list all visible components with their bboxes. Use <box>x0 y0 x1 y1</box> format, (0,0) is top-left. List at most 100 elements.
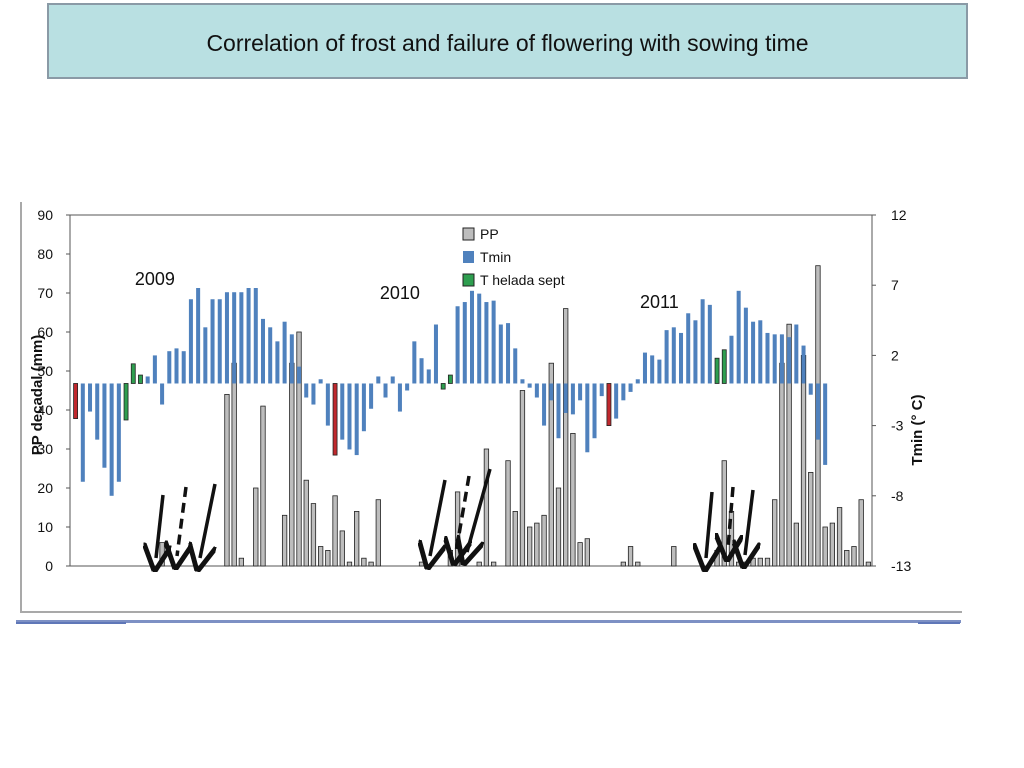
pp-bar <box>303 479 309 567</box>
tmin-bar <box>145 376 150 384</box>
tmin-bar <box>484 302 489 384</box>
pp-bar <box>577 542 583 567</box>
pp-bar <box>361 557 367 567</box>
left-tick-label: 40 <box>37 402 53 418</box>
pp-bar <box>375 499 381 567</box>
footer-accent-left <box>16 622 126 624</box>
pp-series <box>159 265 872 567</box>
pp-bar <box>620 561 626 567</box>
sowing-arrow <box>177 486 186 556</box>
tmin-bar <box>578 383 583 401</box>
tmin-bar <box>289 334 294 384</box>
helada-bar <box>714 357 720 384</box>
tmin-bar <box>109 383 114 496</box>
left-tick-label: 50 <box>37 363 53 379</box>
frost-bar <box>73 383 79 419</box>
pp-bar <box>764 557 771 567</box>
right-axis: -13 -8 -3 2 7 12 <box>872 207 911 574</box>
tmin-bar <box>751 321 756 384</box>
tmin-bar <box>210 299 215 384</box>
pp-bar <box>800 354 807 567</box>
slide-title-box: Correlation of frost and failure of flow… <box>47 3 968 79</box>
legend-swatch-helada <box>462 273 475 287</box>
tmin-bar <box>397 383 402 412</box>
left-tick-label: 10 <box>37 519 53 535</box>
pp-bar <box>281 514 288 567</box>
pp-bar <box>527 526 533 567</box>
slide-title: Correlation of frost and failure of flow… <box>206 29 809 56</box>
tmin-bar <box>181 351 186 384</box>
pp-bar <box>757 557 763 567</box>
left-tick-label: 20 <box>37 480 53 496</box>
tmin-bar <box>823 383 828 465</box>
helada-bar <box>138 374 143 384</box>
pp-bar <box>253 487 259 567</box>
footer-divider <box>16 620 961 623</box>
tmin-bar <box>318 379 323 384</box>
pp-bar <box>714 550 720 567</box>
tmin-bar <box>772 334 777 384</box>
pp-bar <box>858 499 864 567</box>
tmin-bar <box>239 292 244 384</box>
tmin-bar <box>167 351 172 384</box>
right-tick-label: 7 <box>891 277 899 293</box>
tmin-bar <box>275 341 280 384</box>
sowing-arrow <box>745 489 753 555</box>
tmin-bar <box>513 348 518 384</box>
tmin-bar <box>152 355 157 384</box>
tmin-bar <box>542 383 547 426</box>
tmin-bar <box>246 288 251 384</box>
pp-bar <box>238 557 245 567</box>
pp-bar <box>808 471 814 567</box>
pp-bar <box>844 550 850 567</box>
tmin-bar <box>686 313 691 384</box>
tmin-bar <box>203 327 208 384</box>
tmin-bar <box>80 383 85 482</box>
tmin-bar <box>426 369 431 384</box>
helada-bar <box>440 383 446 390</box>
helada-bar <box>130 363 136 384</box>
tmin-bar <box>650 355 655 384</box>
pp-bar <box>563 308 569 567</box>
left-tick-label: 90 <box>37 207 53 223</box>
pp-bar <box>490 561 497 567</box>
pp-bar <box>512 510 518 567</box>
tmin-bar <box>116 383 121 482</box>
tmin-bar <box>383 383 388 398</box>
tmin-bar <box>491 300 496 384</box>
pp-bar <box>346 561 353 567</box>
pp-bar <box>627 546 634 567</box>
pp-bar <box>447 550 454 567</box>
pp-bar <box>339 530 345 567</box>
pp-bar <box>793 522 799 567</box>
tmin-bar <box>570 383 575 415</box>
tmin-bar <box>585 383 590 453</box>
pp-bar <box>584 538 590 567</box>
tmin-bar <box>743 307 748 384</box>
tmin-bar <box>678 332 684 384</box>
tmin-bar <box>174 348 179 384</box>
tmin-bar <box>304 383 309 398</box>
tmin-bar <box>268 327 273 384</box>
tmin-bar <box>765 332 770 384</box>
pp-bar <box>318 546 324 567</box>
tmin-bar <box>592 383 597 439</box>
tmin-bar <box>729 335 734 384</box>
tmin-bar <box>635 379 640 384</box>
pp-bar <box>822 526 828 567</box>
tmin-bar <box>95 383 100 440</box>
pp-bar <box>368 561 374 567</box>
sowing-arrow <box>200 483 217 558</box>
year-labels: 2009 2010 2011 <box>135 269 679 312</box>
pp-bar <box>541 514 547 567</box>
tmin-bar <box>469 290 475 384</box>
tmin-bar <box>297 366 302 384</box>
tmin-bar <box>433 324 438 384</box>
helada-bar <box>447 374 453 384</box>
tmin-bar <box>340 383 345 440</box>
tmin-bar <box>196 288 201 384</box>
tmin-bar <box>160 383 165 405</box>
tmin-bar <box>260 318 266 384</box>
pp-bar <box>779 362 785 567</box>
pp-bar <box>829 522 835 567</box>
